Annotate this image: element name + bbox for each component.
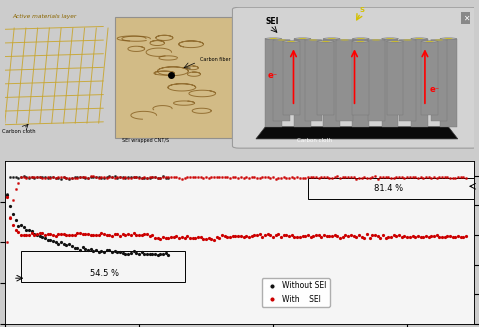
Bar [382,39,399,127]
Bar [431,40,447,121]
Text: S: S [359,7,364,13]
Ellipse shape [421,41,438,42]
Bar [283,42,299,115]
Ellipse shape [368,39,385,41]
Text: 81.4 %: 81.4 % [374,184,403,193]
Ellipse shape [336,39,353,41]
Bar [353,39,369,127]
Bar [440,39,457,127]
Ellipse shape [440,38,457,39]
Text: ✕: ✕ [463,13,469,23]
Ellipse shape [294,38,311,39]
Ellipse shape [382,38,399,39]
Text: Active materials layer: Active materials layer [12,14,77,19]
Text: Carbon fiber: Carbon fiber [200,57,230,61]
Ellipse shape [321,41,330,42]
Ellipse shape [444,38,453,39]
Text: SEI wrapped CNT/S: SEI wrapped CNT/S [122,138,169,143]
FancyBboxPatch shape [115,17,232,138]
Ellipse shape [353,38,369,39]
Legend: Without SEI, With    SEI: Without SEI, With SEI [262,278,330,307]
Text: e⁻: e⁻ [430,85,440,94]
Bar [317,42,334,115]
Ellipse shape [387,41,403,42]
Ellipse shape [269,38,277,39]
Ellipse shape [399,39,416,41]
Ellipse shape [298,38,307,39]
Ellipse shape [411,38,428,39]
Bar [336,40,353,121]
Bar [399,40,416,121]
Bar [294,39,311,127]
Ellipse shape [431,39,447,41]
Ellipse shape [415,38,423,39]
Bar [411,39,428,127]
FancyBboxPatch shape [232,7,479,148]
Text: e⁻: e⁻ [268,71,278,80]
Bar [368,40,385,121]
Bar [352,42,369,115]
Ellipse shape [274,39,290,41]
Ellipse shape [356,41,365,42]
Bar [274,40,290,121]
Bar [387,42,403,115]
Ellipse shape [425,41,434,42]
Ellipse shape [287,41,296,42]
Text: SEI: SEI [265,17,279,26]
Ellipse shape [357,38,365,39]
Bar [421,42,438,115]
Ellipse shape [305,39,322,41]
Text: 54.5 %: 54.5 % [90,269,118,278]
Ellipse shape [391,41,399,42]
Bar [323,39,340,127]
Ellipse shape [323,38,340,39]
Bar [265,39,282,127]
Ellipse shape [283,41,299,42]
Ellipse shape [386,38,394,39]
Ellipse shape [328,38,336,39]
Ellipse shape [317,41,334,42]
Text: Carbon cloth: Carbon cloth [2,129,35,134]
Polygon shape [256,127,458,139]
Bar [305,40,322,121]
Text: Carbon cloth: Carbon cloth [297,138,332,143]
Ellipse shape [265,38,282,39]
Ellipse shape [352,41,369,42]
